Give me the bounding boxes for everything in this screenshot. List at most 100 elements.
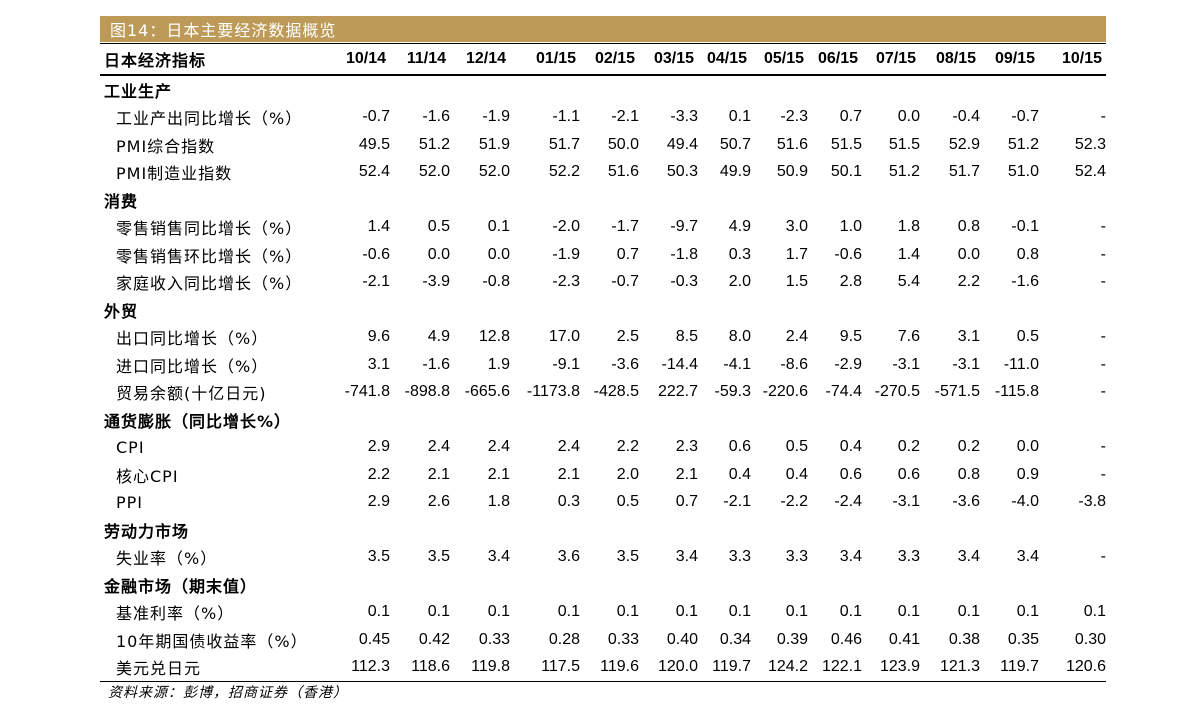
table-cell: -0.7 — [1011, 108, 1039, 126]
table-cell: 0.1 — [487, 603, 510, 621]
table-cell: 0.0 — [957, 245, 980, 263]
table-cell: 52.0 — [418, 163, 450, 181]
table-cell: 0.4 — [839, 438, 862, 456]
table-cell: 123.9 — [879, 658, 920, 676]
header-col-4: 01/15 — [510, 44, 580, 76]
section-heading: 劳动力市场 — [104, 521, 190, 541]
table-cell: - — [1100, 218, 1106, 236]
table-cell: 0.7 — [616, 245, 639, 263]
table-cell: 2.3 — [675, 438, 698, 456]
table-cell: 51.9 — [478, 135, 510, 153]
table-cell: 0.8 — [1016, 245, 1039, 263]
table-cell: 0.3 — [728, 245, 751, 263]
table-cell: 0.46 — [830, 630, 862, 648]
table-cell: 0.9 — [1016, 465, 1039, 483]
table-cell: -115.8 — [994, 383, 1039, 401]
table-cell: 51.7 — [948, 163, 980, 181]
table-cell: -571.5 — [934, 383, 980, 401]
header-col-11: 08/15 — [920, 44, 980, 76]
table-cell: -220.6 — [762, 383, 808, 401]
table-cell: 51.7 — [548, 135, 580, 153]
table-cell: -11.0 — [1003, 355, 1039, 373]
table-cell: 17.0 — [548, 328, 580, 346]
table-cell: 2.2 — [616, 438, 639, 456]
table-cell: 3.6 — [557, 548, 580, 566]
table-cell: 3.4 — [487, 548, 510, 566]
header-col-1: 10/14 — [324, 44, 390, 76]
table-row: 零售销售同比增长（%） 1.4 0.5 0.1 -2.0 -1.7 -9.7 4.9 3.0 1.… — [100, 214, 1106, 242]
table-cell: 3.4 — [1016, 548, 1039, 566]
table-cell: 1.7 — [785, 245, 808, 263]
table-cell: 52.9 — [948, 135, 980, 153]
table-cell: 52.4 — [1074, 163, 1106, 181]
table-cell: 119.8 — [471, 658, 510, 676]
table-cell: -59.3 — [714, 383, 751, 401]
table-cell: 0.4 — [785, 465, 808, 483]
source-note: 资料来源：彭博，招商证券（香港） — [108, 685, 348, 701]
header-col-8: 05/15 — [751, 44, 808, 76]
table-cell: 119.7 — [1000, 658, 1039, 676]
table-cell: 120.0 — [657, 658, 698, 676]
section-row: 工业生产 — [100, 75, 1106, 104]
row-label: 贸易余额(十亿日元) — [116, 384, 267, 404]
table-cell: 0.1 — [675, 603, 698, 621]
table-cell: 0.1 — [785, 603, 808, 621]
table-cell: 51.0 — [1007, 163, 1039, 181]
table-cell: 0.33 — [607, 630, 639, 648]
table-cell: -2.1 — [723, 493, 751, 511]
table-cell: - — [1100, 273, 1106, 291]
table-cell: 0.3 — [557, 493, 580, 511]
table-cell: -0.7 — [362, 108, 390, 126]
table-cell: -3.9 — [422, 273, 450, 291]
header-col-12: 09/15 — [980, 44, 1039, 76]
table-cell: 0.41 — [888, 630, 920, 648]
row-label: 出口同比增长（%） — [116, 329, 269, 349]
table-cell: -1.9 — [482, 108, 510, 126]
table-cell: 51.5 — [830, 135, 862, 153]
table-cell: -2.2 — [780, 493, 808, 511]
table-cell: 0.6 — [839, 465, 862, 483]
table-row: 核心CPI 2.2 2.1 2.1 2.1 2.0 2.1 0.4 0.4 0.6 0.6 0.8 0.… — [100, 461, 1106, 489]
table-cell: 50.9 — [776, 163, 808, 181]
table-cell: 0.2 — [897, 438, 920, 456]
table-cell: -2.0 — [552, 218, 580, 236]
table-cell: -74.4 — [825, 383, 862, 401]
table-cell: -428.5 — [593, 383, 639, 401]
table-cell: 3.3 — [897, 548, 920, 566]
table-cell: 0.1 — [728, 603, 751, 621]
table-cell: -3.1 — [952, 355, 980, 373]
table-cell: -3.6 — [611, 355, 639, 373]
table-cell: 0.5 — [785, 438, 808, 456]
table-cell: 0.0 — [427, 245, 450, 263]
table-cell: 3.4 — [839, 548, 862, 566]
table-cell: 0.38 — [948, 630, 980, 648]
table-row: CPI 2.9 2.4 2.4 2.4 2.2 2.3 0.6 0.5 0.4 0.2 0.2 0.0 - — [100, 434, 1106, 462]
table-cell: -1.1 — [552, 108, 580, 126]
table-cell: 0.5 — [427, 218, 450, 236]
table-cell: -0.6 — [362, 245, 390, 263]
table-cell: 2.8 — [839, 273, 862, 291]
table-cell: 2.2 — [367, 465, 390, 483]
table-cell: 118.6 — [411, 658, 450, 676]
table-cell: 0.5 — [616, 493, 639, 511]
table-cell: - — [1100, 383, 1106, 401]
table-cell: - — [1100, 438, 1106, 456]
table-cell: 49.5 — [358, 135, 390, 153]
table-cell: 52.0 — [478, 163, 510, 181]
table-row: 美元兑日元 112.3 118.6 119.8 117.5 119.6 120.0 119.7… — [100, 654, 1106, 682]
table-cell: 4.9 — [427, 328, 450, 346]
table-cell: -4.1 — [723, 355, 751, 373]
table-cell: 1.4 — [367, 218, 390, 236]
table-cell: 49.9 — [719, 163, 751, 181]
row-label: 家庭收入同比增长（%） — [116, 274, 303, 294]
table-cell: 0.40 — [666, 630, 698, 648]
table-cell: 0.7 — [839, 108, 862, 126]
table-row: PMI制造业指数 52.4 52.0 52.0 52.2 51.6 50.3 49.9 50.9… — [100, 159, 1106, 187]
table-cell: -8.6 — [780, 355, 808, 373]
table-cell: - — [1100, 328, 1106, 346]
table-cell: 1.5 — [785, 273, 808, 291]
table-cell: 0.1 — [427, 603, 450, 621]
table-cell: -2.4 — [834, 493, 862, 511]
section-heading: 消费 — [104, 191, 139, 211]
header-col-2: 11/14 — [390, 44, 450, 76]
